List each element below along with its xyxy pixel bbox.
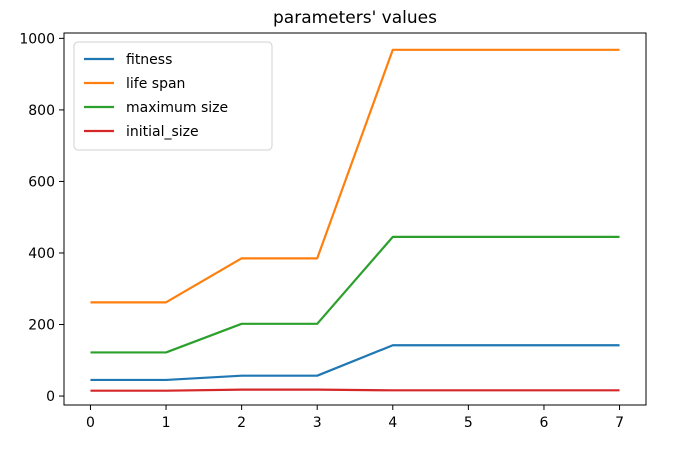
x-tick-label: 2 bbox=[237, 415, 246, 431]
chart-title: parameters' values bbox=[273, 8, 437, 28]
x-tick-label: 3 bbox=[313, 415, 322, 431]
legend-label-maximum-size: maximum size bbox=[126, 100, 228, 116]
x-tick-label: 5 bbox=[464, 415, 473, 431]
series-line-initial-size bbox=[90, 388, 620, 392]
x-tick-label: 1 bbox=[162, 415, 171, 431]
y-tick-label: 0 bbox=[46, 389, 55, 405]
x-tick-label: 0 bbox=[86, 415, 95, 431]
y-tick-label: 600 bbox=[28, 174, 55, 190]
x-tick-label: 7 bbox=[615, 415, 624, 431]
plot-frame bbox=[63, 32, 647, 406]
y-tick-label: 200 bbox=[28, 318, 55, 334]
legend-box bbox=[73, 41, 273, 151]
y-tick-label: 1000 bbox=[19, 31, 55, 47]
y-axis: 0 200 400 600 800 1000 bbox=[19, 31, 64, 405]
legend: fitness life span maximum size initial_size bbox=[73, 41, 273, 151]
legend-label-life-span: life span bbox=[126, 76, 185, 92]
legend-label-initial-size: initial_size bbox=[126, 124, 199, 140]
series-line-fitness bbox=[90, 344, 620, 382]
x-tick-label: 6 bbox=[540, 415, 549, 431]
legend-label-fitness: fitness bbox=[126, 52, 172, 68]
series-layer bbox=[90, 48, 620, 392]
series-line-maximum-size bbox=[90, 235, 620, 354]
y-tick-label: 400 bbox=[28, 246, 55, 262]
series-line-life-span bbox=[90, 48, 620, 304]
x-tick-label: 4 bbox=[388, 415, 397, 431]
y-tick-label: 800 bbox=[28, 103, 55, 119]
x-axis: 0 1 2 3 4 5 6 7 bbox=[86, 405, 624, 431]
